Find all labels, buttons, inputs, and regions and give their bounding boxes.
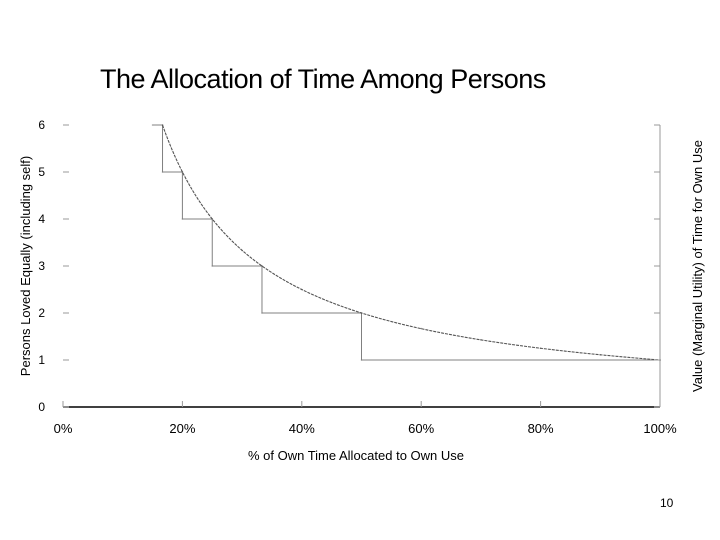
x-axis-label: % of Own Time Allocated to Own Use	[248, 448, 464, 463]
curve-point	[161, 124, 164, 126]
y-tick-label: 5	[38, 165, 45, 179]
curve-point	[599, 354, 602, 356]
y-tick-label: 1	[38, 353, 45, 367]
chart-axes	[63, 125, 661, 408]
step-point	[161, 171, 164, 173]
page-number: 10	[660, 496, 674, 510]
x-tick-label: 40%	[289, 421, 315, 436]
curve-point	[211, 218, 214, 220]
y-axis-right-label: Value (Marginal Utility) of Time for Own…	[690, 140, 705, 392]
step-function-line	[152, 124, 660, 361]
curve-point	[241, 249, 243, 252]
x-tick-label: 0%	[54, 421, 73, 436]
y-tick-label: 3	[38, 259, 45, 273]
y-tick-label: 4	[38, 212, 45, 226]
utility-curve-line	[162, 124, 659, 361]
curve-point	[420, 327, 423, 330]
y-tick-label: 6	[38, 118, 45, 132]
slide-title: The Allocation of Time Among Persons	[100, 64, 546, 94]
x-tick-label: 60%	[408, 421, 434, 436]
step-point	[360, 359, 363, 361]
curve-point	[181, 171, 184, 173]
x-tick-label: 20%	[169, 421, 195, 436]
step-point	[181, 218, 184, 220]
y-tick-label: 0	[38, 400, 45, 414]
x-tick-label: 80%	[528, 421, 554, 436]
y-axis-label: Persons Loved Equally (including self)	[18, 156, 33, 376]
x-tick-label: 100%	[643, 421, 677, 436]
chart-series	[151, 124, 661, 361]
curve-point	[480, 338, 482, 341]
curve-point	[301, 288, 303, 291]
step-point	[261, 312, 263, 314]
step-point	[211, 265, 214, 267]
curve-point	[261, 265, 263, 267]
curve-point	[360, 312, 363, 314]
y-tick-label: 2	[38, 306, 45, 320]
curve-point	[539, 347, 542, 350]
step-point	[151, 124, 154, 126]
